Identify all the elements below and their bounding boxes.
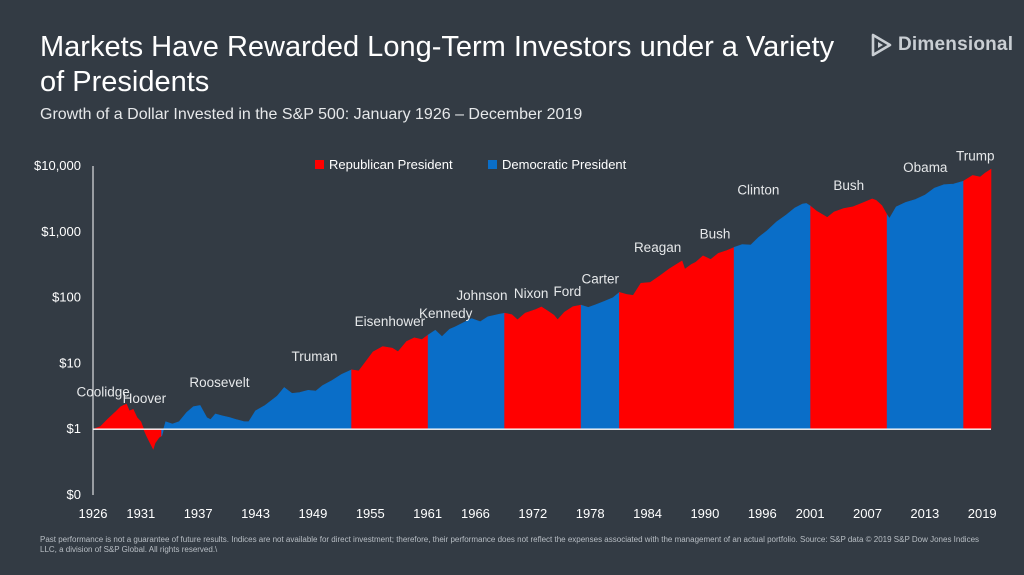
x-tick-label: 1955: [356, 506, 385, 521]
president-label-reagan-10: Reagan: [634, 240, 681, 255]
area-bush-13: [810, 198, 888, 430]
x-tick-label: 1972: [518, 506, 547, 521]
x-tick-label: 2019: [968, 506, 997, 521]
area-hoover-1: [123, 403, 162, 450]
x-tick-label: 1949: [298, 506, 327, 521]
area-obama-14: [886, 180, 964, 430]
area-ford-8: [557, 304, 582, 430]
disclaimer-footnote: Past performance is not a guarantee of f…: [40, 535, 980, 554]
president-label-clinton-12: Clinton: [737, 182, 779, 197]
x-tick-label: 2013: [910, 506, 939, 521]
president-label-ford-8: Ford: [554, 284, 582, 299]
president-label-kennedy-5: Kennedy: [419, 306, 473, 321]
president-label-truman-3: Truman: [291, 349, 337, 364]
president-label-roosevelt-2: Roosevelt: [189, 375, 249, 390]
legend-swatch-democratic-president: [488, 160, 497, 169]
area-eisenhower-4: [351, 334, 429, 430]
x-tick-label: 1926: [79, 506, 108, 521]
x-tick-label: 1966: [461, 506, 490, 521]
area-johnson-6: [455, 312, 505, 430]
x-tick-label: 1943: [241, 506, 270, 521]
x-tick-label: 1978: [576, 506, 605, 521]
president-label-carter-9: Carter: [581, 271, 619, 286]
president-label-trump-15: Trump: [956, 148, 995, 163]
president-label-hoover-1: Hoover: [123, 391, 167, 406]
x-tick-label: 1984: [633, 506, 662, 521]
legend-label-republican-president: Republican President: [329, 157, 453, 172]
president-label-bush-13: Bush: [833, 178, 864, 193]
president-label-obama-14: Obama: [903, 160, 948, 175]
brand-name: Dimensional: [898, 34, 1014, 55]
page-title: Markets Have Rewarded Long-Term Investor…: [40, 31, 835, 98]
area-kennedy-5: [427, 326, 456, 430]
y-tick-label: $10: [59, 355, 81, 370]
dimensional-logo-icon: [871, 33, 892, 57]
area-truman-3: [277, 369, 352, 430]
x-tick-label: 2001: [796, 506, 825, 521]
x-tick-label: 1996: [748, 506, 777, 521]
y-axis: $0 $1 $10 $100 $1,000 $10,000: [34, 158, 94, 502]
x-tick-label: 1990: [690, 506, 719, 521]
sp500-growth-chart: $0 $1 $10 $100 $1,000 $10,000 1926 1931 1937 194…: [34, 148, 997, 521]
chart-subtitle: Growth of a Dollar Invested in the S&P 5…: [40, 106, 583, 123]
president-label-eisenhower-4: Eisenhower: [355, 314, 426, 329]
area-carter-9: [580, 291, 620, 430]
y-tick-label: $10,000: [34, 158, 81, 173]
legend-label-democratic-president: Democratic President: [502, 157, 627, 172]
x-tick-label: 1931: [126, 506, 155, 521]
area-reagan-10: [619, 260, 697, 430]
legend-swatch-republican-president: [315, 160, 324, 169]
x-tick-label: 2007: [853, 506, 882, 521]
president-label-bush-11: Bush: [700, 226, 731, 241]
area-roosevelt-2: [161, 395, 278, 437]
area-bush-11: [695, 246, 735, 430]
x-tick-label: 1937: [184, 506, 213, 521]
x-axis: 1926 1931 1937 1943 1949 1955 1961 1966 1972 1978…: [79, 506, 997, 521]
area-clinton-12: [733, 203, 811, 430]
area-nixon-7: [504, 306, 558, 430]
y-tick-label: $0: [67, 487, 81, 502]
chart-legend: Republican President Democratic President: [315, 157, 627, 172]
y-tick-label: $1,000: [41, 224, 81, 239]
x-tick-label: 1961: [413, 506, 442, 521]
area-trump-15: [963, 168, 992, 430]
presidency-areas: [92, 168, 992, 450]
president-label-nixon-7: Nixon: [514, 286, 549, 301]
y-tick-label: $100: [52, 290, 81, 305]
y-tick-label: $1: [67, 421, 81, 436]
area-coolidge-0: [92, 405, 124, 430]
president-label-coolidge-0: Coolidge: [77, 385, 130, 400]
brand-logo: Dimensional: [870, 30, 1013, 60]
president-label-johnson-6: Johnson: [456, 288, 507, 303]
